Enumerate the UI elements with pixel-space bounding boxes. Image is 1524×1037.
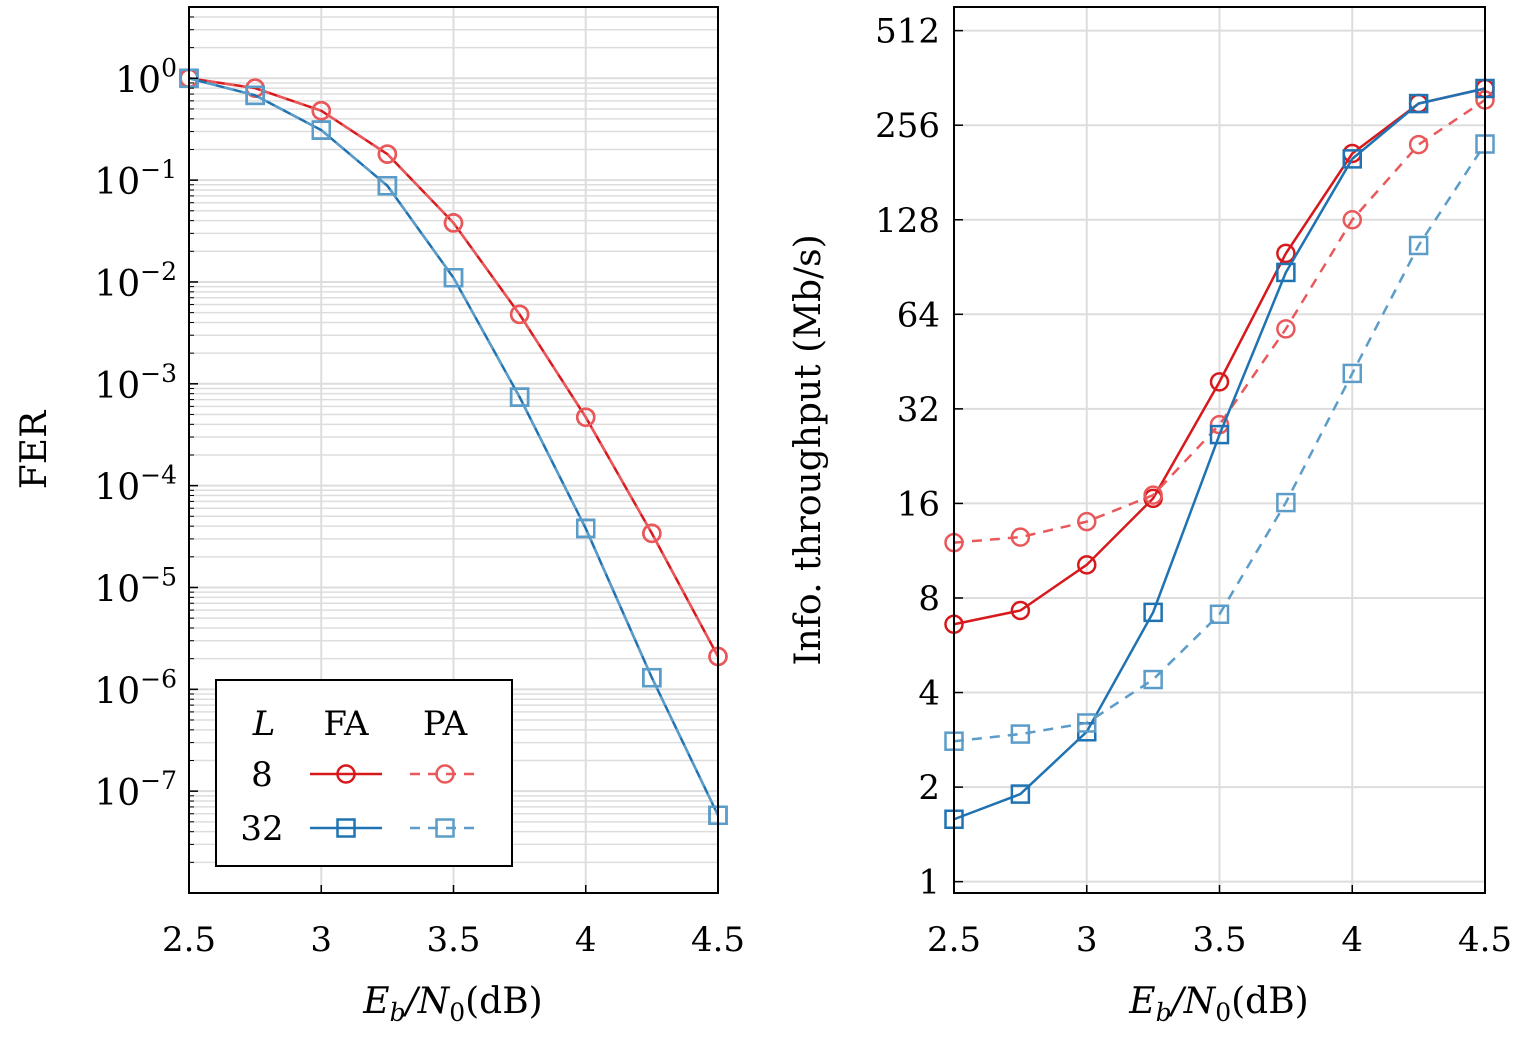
throughput-series-group bbox=[944, 78, 1495, 830]
throughput-data-point bbox=[1209, 424, 1230, 445]
throughput-x-tick-label: 4 bbox=[1341, 920, 1363, 960]
fer-data-point bbox=[377, 144, 398, 164]
legend-row-label-8: 8 bbox=[251, 755, 273, 795]
legend: L FA PA 8 32 bbox=[215, 679, 513, 867]
throughput-chart: 2.5 3 3.5 4 4.5 1 2 4 8 16 32 64 128 256 512 Info. th… bbox=[788, 6, 1512, 1027]
legend-header-fa: FA bbox=[323, 704, 369, 744]
throughput-series-line bbox=[953, 98, 1486, 544]
throughput-y-tick-label: 256 bbox=[875, 106, 940, 146]
fer-y-tick-label: 10−1 bbox=[94, 155, 177, 203]
throughput-data-point bbox=[1276, 319, 1296, 339]
legend-row-label-32: 32 bbox=[240, 809, 283, 849]
legend-samples bbox=[310, 764, 478, 838]
throughput-y-tick-label: 64 bbox=[897, 295, 940, 335]
throughput-y-tick-label: 4 bbox=[918, 674, 940, 714]
throughput-data-point bbox=[1408, 93, 1429, 114]
fer-data-point bbox=[509, 304, 530, 325]
fer-x-tick-label: 4.5 bbox=[691, 920, 745, 960]
fer-data-point bbox=[377, 176, 398, 196]
fer-series-line bbox=[188, 77, 720, 816]
throughput-data-point bbox=[1010, 600, 1031, 621]
fer-series-line bbox=[188, 77, 720, 658]
throughput-data-point bbox=[1276, 492, 1296, 513]
fer-x-ticks: 2.5 3 3.5 4 4.5 bbox=[162, 885, 745, 960]
throughput-y-tick-label: 8 bbox=[918, 579, 940, 619]
fer-chart: 2.5 3 3.5 4 4.5 10010−110−210−310−410−510−61… bbox=[14, 6, 745, 1027]
fer-y-tick-label: 10−5 bbox=[94, 562, 177, 610]
fer-y-tick-label: 10−2 bbox=[94, 257, 177, 305]
fer-x-axis-label: Eb/N0(dB) bbox=[362, 981, 542, 1027]
throughput-data-point bbox=[1143, 602, 1163, 623]
throughput-data-point bbox=[1276, 243, 1296, 264]
fer-data-point bbox=[642, 667, 662, 688]
throughput-data-point bbox=[1276, 262, 1296, 283]
throughput-data-point bbox=[1209, 372, 1230, 392]
throughput-y-ticks: 1 2 4 8 16 32 64 128 256 512 bbox=[875, 12, 963, 903]
fer-x-tick-label: 4 bbox=[575, 920, 597, 960]
fer-data-point bbox=[311, 120, 331, 140]
throughput-y-tick-label: 16 bbox=[897, 484, 940, 524]
throughput-data-point bbox=[1209, 604, 1230, 625]
fer-data-point bbox=[311, 100, 331, 121]
throughput-data-point bbox=[1408, 134, 1429, 155]
throughput-x-ticks: 2.5 3 3.5 4 4.5 bbox=[927, 885, 1512, 960]
legend-header-l: L bbox=[252, 704, 276, 744]
throughput-series-line bbox=[953, 87, 1486, 626]
throughput-data-point bbox=[1077, 511, 1097, 532]
fer-y-axis-label: FER bbox=[14, 410, 55, 489]
throughput-data-point bbox=[1143, 485, 1163, 505]
throughput-x-tick-label: 3 bbox=[1076, 920, 1098, 960]
throughput-series-line bbox=[953, 143, 1487, 743]
fer-y-ticks: 100 10−1 10−2 10−3 10−4 10−5 10−6 10−7 bbox=[94, 6, 198, 863]
fer-data-point bbox=[576, 518, 596, 539]
throughput-data-point bbox=[1077, 713, 1097, 733]
throughput-data-point bbox=[1010, 724, 1031, 744]
fer-series-group bbox=[179, 68, 728, 826]
legend-pa-marker bbox=[435, 818, 455, 838]
throughput-y-tick-label: 128 bbox=[875, 201, 940, 241]
fer-data-point bbox=[509, 387, 530, 407]
fer-data-point bbox=[245, 85, 265, 106]
throughput-data-point bbox=[1408, 235, 1429, 256]
fer-y-tick-label: 10−6 bbox=[94, 664, 177, 712]
throughput-y-tick-label: 512 bbox=[875, 12, 940, 52]
fer-y-tick-label: 10−4 bbox=[94, 461, 177, 509]
throughput-data-point bbox=[1342, 210, 1362, 230]
throughput-x-axis-label: Eb/N0(dB) bbox=[1128, 981, 1308, 1027]
fer-data-point bbox=[443, 213, 464, 233]
fer-y-tick-label: 100 bbox=[115, 53, 177, 101]
throughput-data-point bbox=[1010, 527, 1031, 547]
throughput-y-tick-label: 2 bbox=[918, 768, 940, 808]
throughput-y-tick-label: 1 bbox=[918, 863, 940, 903]
legend-header-pa: PA bbox=[423, 704, 468, 744]
throughput-x-tick-label: 3.5 bbox=[1192, 920, 1246, 960]
fer-x-tick-label: 2.5 bbox=[162, 920, 216, 960]
throughput-data-point bbox=[1143, 669, 1163, 690]
legend-fa-marker bbox=[336, 818, 356, 838]
fer-data-point bbox=[576, 407, 596, 427]
throughput-data-point bbox=[1342, 149, 1362, 169]
throughput-y-axis-label: Info. throughput (Mb/s) bbox=[788, 234, 829, 665]
legend-pa-marker bbox=[435, 764, 455, 784]
throughput-x-tick-label: 4.5 bbox=[1458, 920, 1512, 960]
fer-data-point bbox=[642, 523, 662, 544]
fer-y-tick-label: 10−3 bbox=[94, 359, 177, 407]
throughput-data-point bbox=[1010, 784, 1031, 804]
throughput-series-line bbox=[953, 87, 1486, 821]
legend-fa-marker bbox=[336, 764, 356, 784]
throughput-grid bbox=[953, 7, 1486, 893]
throughput-data-point bbox=[1342, 363, 1362, 384]
throughput-data-point bbox=[1077, 555, 1097, 575]
fer-data-point bbox=[443, 268, 464, 288]
fer-x-tick-label: 3 bbox=[310, 920, 332, 960]
throughput-y-tick-label: 32 bbox=[897, 390, 940, 430]
throughput-series-4 bbox=[944, 134, 1495, 751]
fer-x-tick-label: 3.5 bbox=[426, 920, 480, 960]
fer-y-tick-label: 10−7 bbox=[94, 766, 177, 814]
throughput-x-tick-label: 2.5 bbox=[927, 920, 981, 960]
